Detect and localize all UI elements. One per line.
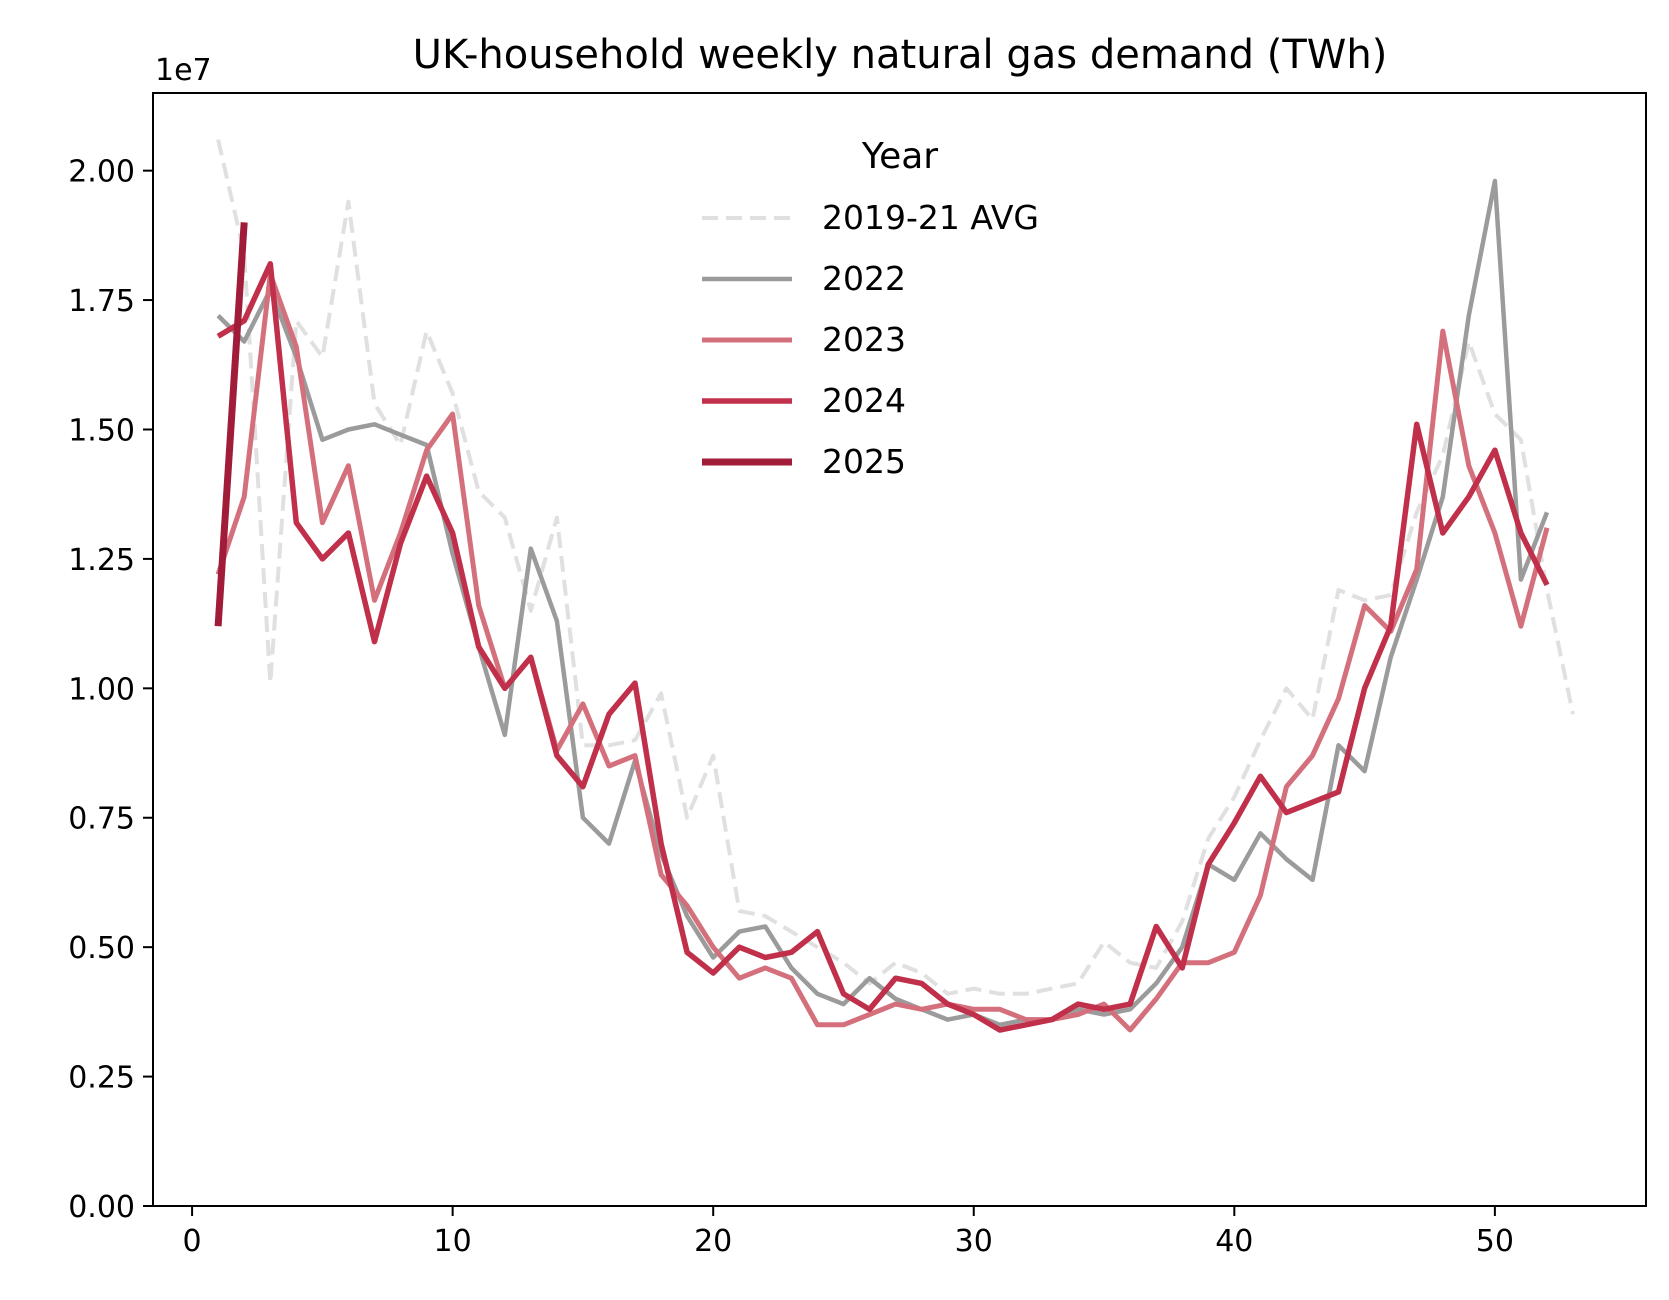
series-line-2025 — [214, 222, 248, 627]
legend-title: Year — [861, 136, 938, 177]
y-tick-label: 1.50 — [68, 413, 135, 448]
legend-item: 2025 — [702, 442, 906, 481]
y-tick-label: 0.50 — [68, 931, 135, 966]
y-tick-label: 2.00 — [68, 155, 135, 190]
y-tick-label: 0.00 — [68, 1190, 135, 1225]
y-axis-offset-label: 1e7 — [155, 53, 212, 88]
legend-label: 2025 — [822, 442, 906, 481]
series-line-2023 — [215, 271, 1550, 1033]
legend-label: 2023 — [822, 320, 906, 359]
x-tick-label: 20 — [694, 1224, 732, 1259]
y-tick-label: 0.75 — [68, 802, 135, 837]
series-line-2019-21-avg — [216, 139, 1575, 996]
legend-item: 2024 — [702, 381, 906, 420]
x-tick-label: 0 — [183, 1224, 202, 1259]
legend-item: 2019-21 AVG — [702, 198, 1039, 237]
series-line-2024 — [216, 261, 1550, 1033]
legend-label: 2022 — [822, 259, 906, 298]
legend-item: 2022 — [702, 259, 906, 298]
x-tick-label: 50 — [1476, 1224, 1514, 1259]
series-layer — [214, 139, 1575, 1033]
legend-label: 2024 — [822, 381, 906, 420]
legend-item: 2023 — [702, 320, 906, 359]
legend: Year 2019-21 AVG 2022 2023 2024 2025 — [702, 136, 1039, 481]
x-tick-label: 40 — [1215, 1224, 1253, 1259]
x-tick-label: 10 — [434, 1224, 472, 1259]
y-tick-label: 1.25 — [68, 543, 135, 578]
plot-frame — [152, 92, 1647, 1207]
x-axis: 0 10 20 30 40 50 — [183, 1206, 1514, 1259]
y-tick-label: 0.25 — [68, 1061, 135, 1096]
y-axis: 0.00 0.25 0.50 0.75 1.00 1.25 1.50 1.75 2.00 — [68, 155, 153, 1225]
y-tick-label: 1.00 — [68, 672, 135, 707]
y-tick-label: 1.75 — [68, 284, 135, 319]
x-tick-label: 30 — [955, 1224, 993, 1259]
chart-title: UK-household weekly natural gas demand (… — [413, 32, 1388, 78]
legend-label: 2019-21 AVG — [822, 198, 1039, 237]
